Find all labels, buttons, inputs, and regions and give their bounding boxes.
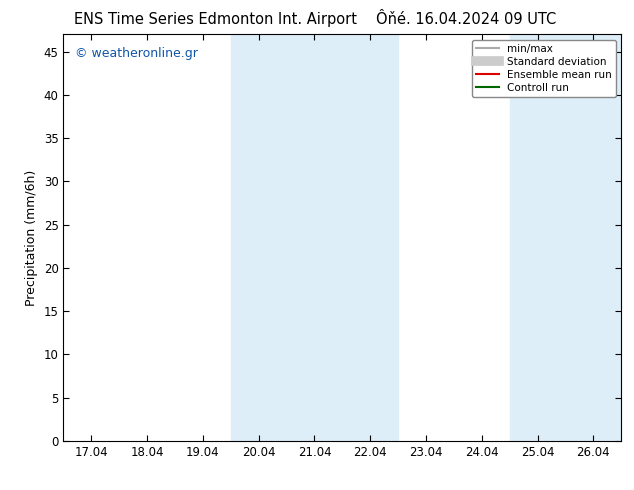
Y-axis label: Precipitation (mm/6h): Precipitation (mm/6h) [25, 170, 38, 306]
Legend: min/max, Standard deviation, Ensemble mean run, Controll run: min/max, Standard deviation, Ensemble me… [472, 40, 616, 97]
Bar [231, 34, 398, 441]
Text: ENS Time Series Edmonton Int. Airport: ENS Time Series Edmonton Int. Airport [74, 12, 357, 27]
Text: © weatheronline.gr: © weatheronline.gr [75, 47, 197, 59]
Bar [510, 34, 621, 441]
Text: Ôňé. 16.04.2024 09 UTC: Ôňé. 16.04.2024 09 UTC [376, 12, 556, 27]
